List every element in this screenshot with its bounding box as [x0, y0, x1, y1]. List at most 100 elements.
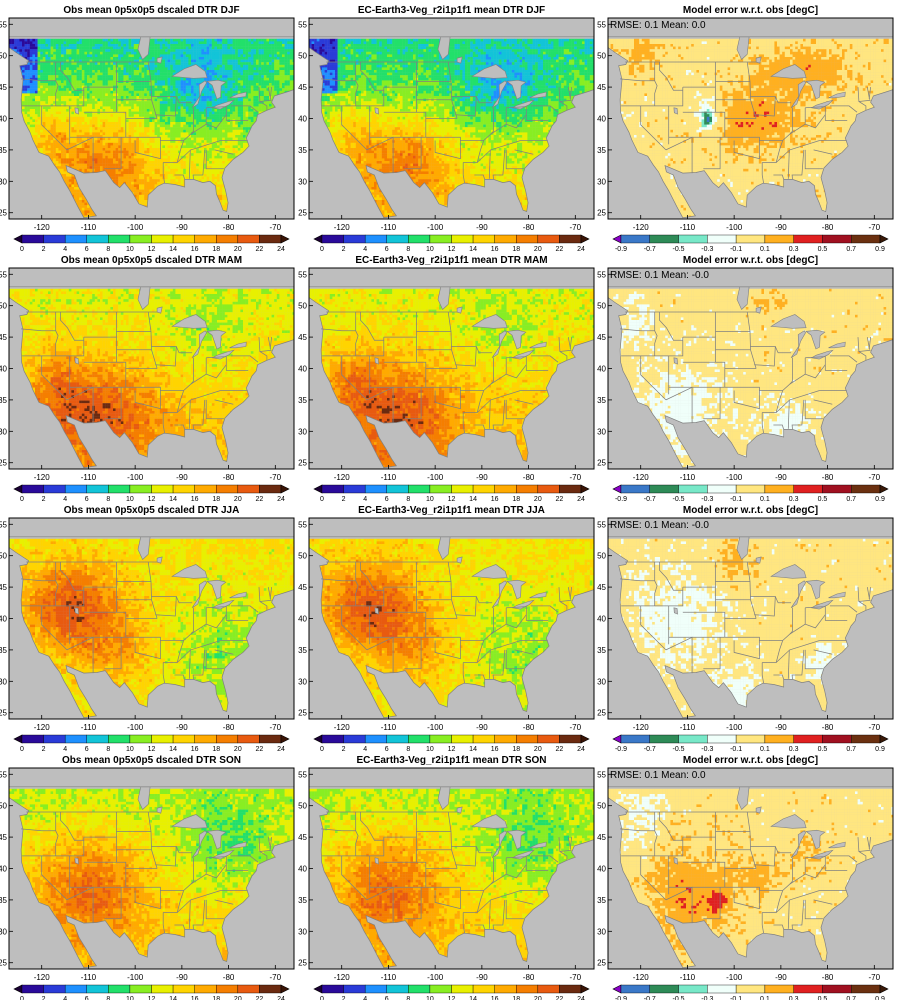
- colorbar-label: 16: [191, 246, 199, 253]
- colorbar-label: 10: [426, 746, 434, 753]
- x-tick-label: -80: [223, 973, 235, 982]
- colorbar-extend-high: [880, 735, 888, 743]
- x-tick-label: -70: [270, 473, 282, 482]
- colorbar-label: 12: [148, 246, 156, 253]
- colorbar-label: 16: [191, 496, 199, 503]
- y-tick-label: 55: [298, 270, 307, 279]
- colorbar-label: 0.9: [875, 746, 885, 753]
- y-tick-label: 55: [298, 770, 307, 779]
- colorbar-label: 14: [169, 246, 177, 253]
- x-tick-label: -70: [869, 723, 881, 732]
- colorbar-label: -0.1: [730, 496, 742, 503]
- colorbar-segment: [152, 985, 174, 993]
- colorbar-segment: [130, 735, 152, 743]
- colorbar-segment: [650, 235, 679, 243]
- colorbar-segment: [108, 985, 130, 993]
- x-tick-label: -110: [680, 223, 696, 232]
- y-tick-label: 50: [597, 802, 606, 811]
- y-tick-label: 50: [597, 52, 606, 61]
- y-tick-label: 40: [298, 365, 307, 374]
- y-tick-label: 40: [597, 615, 606, 624]
- panel-title: Model error w.r.t. obs [degC]: [683, 755, 818, 766]
- y-tick-label: 35: [0, 396, 8, 405]
- colorbar-segment: [344, 985, 366, 993]
- colorbar-label: 10: [426, 246, 434, 253]
- colorbar-label: 8: [106, 996, 110, 1000]
- colorbar-segment: [238, 235, 260, 243]
- x-tick-label: -80: [523, 473, 535, 482]
- x-tick-label: -80: [822, 723, 834, 732]
- colorbar-extend-low: [314, 985, 322, 993]
- x-tick-label: -90: [775, 473, 787, 482]
- colorbar-label: 14: [469, 246, 477, 253]
- x-tick-label: -70: [570, 973, 582, 982]
- colorbar-segment: [452, 985, 474, 993]
- colorbar-segment: [44, 985, 66, 993]
- colorbar-segment: [152, 235, 174, 243]
- colorbar-segment: [173, 235, 195, 243]
- colorbar-segment: [44, 735, 66, 743]
- colorbar-label: 0.7: [846, 496, 856, 503]
- x-tick-label: -90: [176, 973, 188, 982]
- panel-title: Obs mean 0p5x0p5 dscaled DTR JJA: [64, 505, 240, 516]
- colorbar-segment: [765, 985, 794, 993]
- y-tick-label: 25: [597, 959, 606, 968]
- colorbar: 0 2 4 6 8 10 12 14 16 18 20 22 24: [14, 735, 289, 753]
- colorbar-label: 24: [277, 996, 285, 1000]
- lake: [674, 358, 678, 364]
- colorbar-extend-low: [14, 985, 22, 993]
- colorbar-label: 0.5: [818, 246, 828, 253]
- colorbar-segment: [195, 985, 217, 993]
- colorbar-segment: [452, 485, 474, 493]
- colorbar-segment: [707, 735, 736, 743]
- colorbar-label: 16: [191, 746, 199, 753]
- colorbar-segment: [430, 735, 452, 743]
- colorbar-label: 22: [256, 496, 264, 503]
- colorbar-label: 24: [577, 996, 585, 1000]
- panel-title: EC-Earth3-Veg_r2i1p1f1 mean DTR SON: [356, 755, 546, 766]
- y-tick-label: 30: [597, 427, 606, 436]
- panel-title: EC-Earth3-Veg_r2i1p1f1 mean DTR MAM: [355, 255, 547, 266]
- colorbar-segment: [344, 485, 366, 493]
- y-tick-label: 55: [298, 520, 307, 529]
- colorbar-label: 0.5: [818, 496, 828, 503]
- colorbar: -0.9 -0.7 -0.5 -0.3 -0.1 0.1 0.3 0.5 0.7 0.9: [613, 485, 888, 503]
- panel-err-jja-3: Model error w.r.t. obs [degC]RMSE: 0.1 M…: [597, 505, 894, 753]
- colorbar-segment: [344, 735, 366, 743]
- colorbar-label: 24: [577, 246, 585, 253]
- colorbar-label: 6: [85, 996, 89, 1000]
- panel-dtr-jja-1: Obs mean 0p5x0p5 dscaled DTR JJA-120 -110…: [0, 505, 295, 753]
- colorbar-label: 20: [534, 996, 542, 1000]
- colorbar-segment: [408, 985, 430, 993]
- x-tick-label: -70: [869, 973, 881, 982]
- x-tick-label: -120: [633, 723, 650, 732]
- colorbar-label: 12: [448, 996, 456, 1000]
- stats-annotation: RMSE: 0.1 Mean: 0.0: [610, 20, 706, 31]
- y-tick-label: 25: [597, 459, 606, 468]
- colorbar-label: 2: [342, 996, 346, 1000]
- x-tick-label: -90: [176, 223, 188, 232]
- lake: [674, 858, 678, 864]
- y-tick-label: 55: [0, 520, 8, 529]
- colorbar-extend-low: [14, 235, 22, 243]
- colorbar-label: 8: [106, 246, 110, 253]
- colorbar-segment: [621, 735, 650, 743]
- x-tick-label: -110: [81, 723, 97, 732]
- colorbar-segment: [559, 235, 581, 243]
- x-tick-label: -80: [223, 473, 235, 482]
- colorbar-label: 8: [406, 496, 410, 503]
- colorbar-segment: [65, 985, 87, 993]
- x-tick-label: -120: [633, 973, 650, 982]
- x-tick-label: -120: [633, 473, 650, 482]
- colorbar-extend-high: [281, 735, 289, 743]
- colorbar-label: 0.7: [846, 746, 856, 753]
- colorbar-label: 8: [406, 246, 410, 253]
- colorbar-label: 18: [212, 246, 220, 253]
- colorbar-segment: [408, 735, 430, 743]
- colorbar-segment: [736, 485, 765, 493]
- y-tick-label: 25: [298, 959, 307, 968]
- colorbar-segment: [679, 485, 708, 493]
- y-tick-label: 25: [298, 209, 307, 218]
- x-tick-label: -120: [34, 973, 51, 982]
